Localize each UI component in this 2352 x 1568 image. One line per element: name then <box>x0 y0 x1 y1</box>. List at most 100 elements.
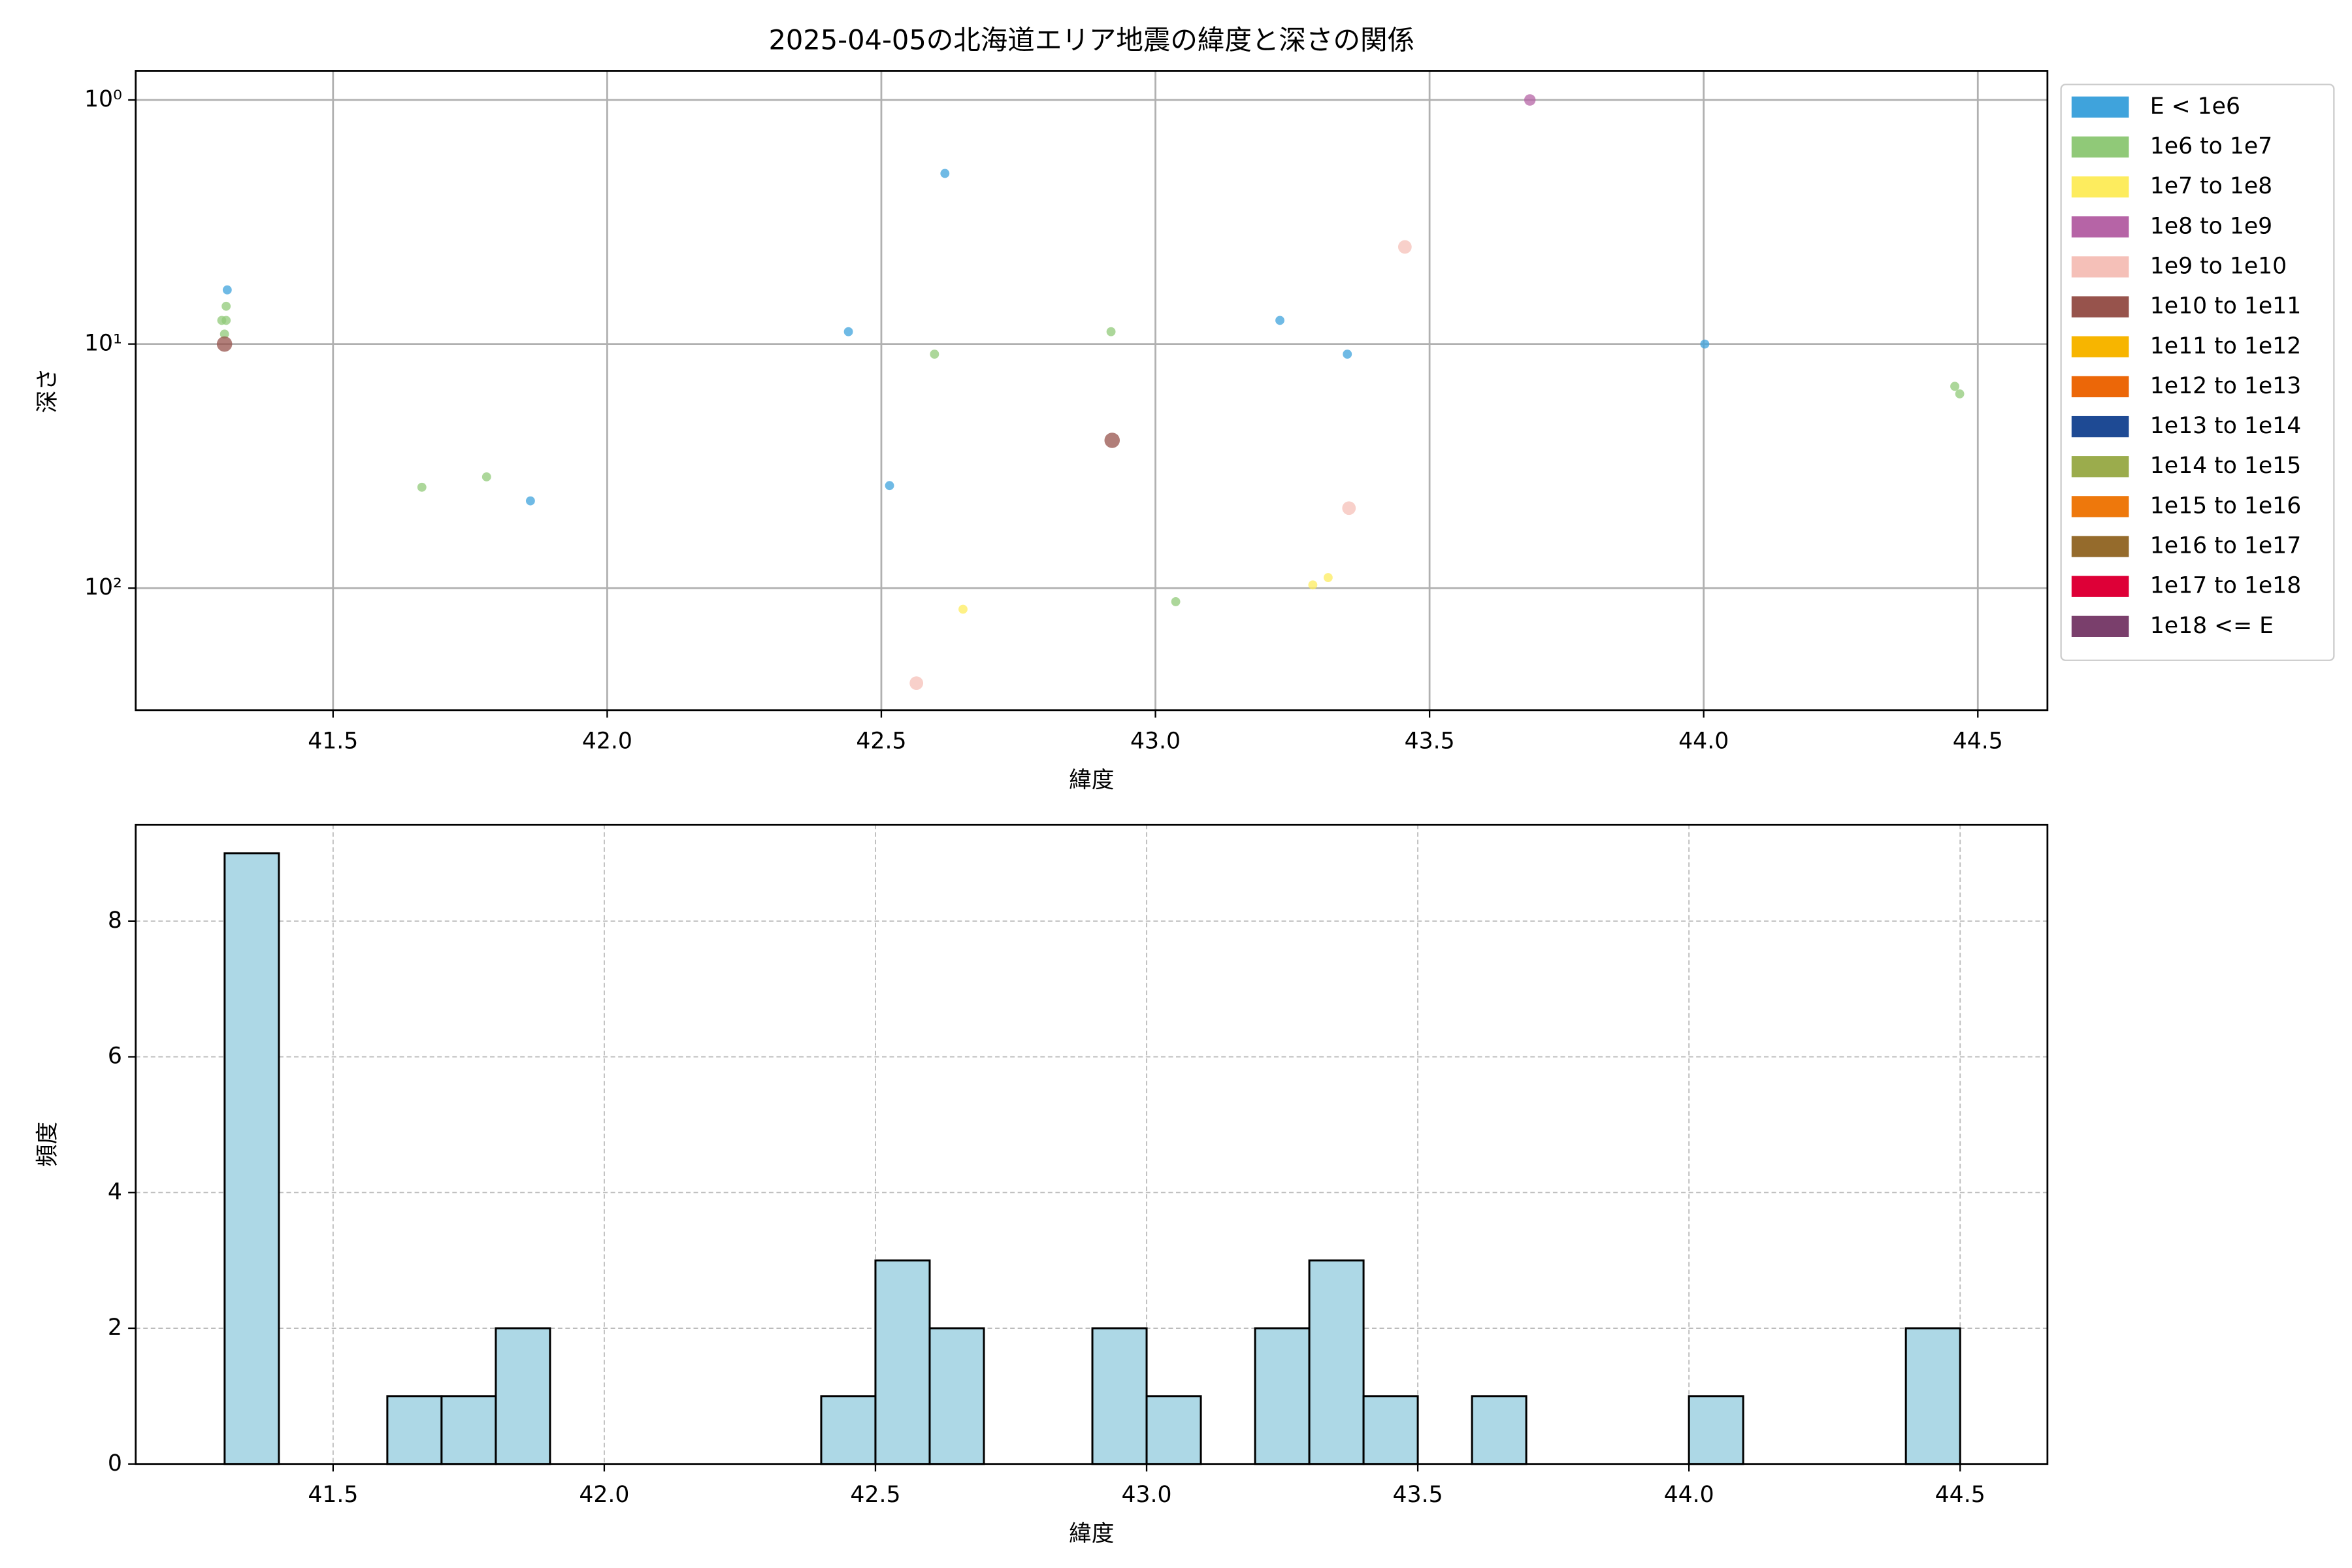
legend-swatch <box>2071 136 2129 158</box>
legend-swatch <box>2071 615 2129 637</box>
x-tick-label: 43.5 <box>1405 728 1455 754</box>
legend-label: 1e13 to 1e14 <box>2150 413 2301 439</box>
legend-box <box>2060 84 2335 661</box>
bar <box>1308 1259 1365 1465</box>
legend-label: 1e16 to 1e17 <box>2150 533 2301 559</box>
point <box>885 481 894 491</box>
legend-swatch <box>2071 296 2129 318</box>
y-tick-label: 10² <box>84 574 122 600</box>
chart-title: 2025-04-05の北海道エリア地震の緯度と深さの関係 <box>768 24 1414 56</box>
bar <box>1145 1395 1202 1465</box>
legend-label: 1e15 to 1e16 <box>2150 493 2301 519</box>
point <box>1308 580 1318 590</box>
legend-label: 1e18 <= E <box>2150 613 2274 639</box>
point <box>958 604 968 614</box>
x-tick-label: 44.0 <box>1678 728 1729 754</box>
x-tick-label: 44.5 <box>1953 728 2003 754</box>
point <box>221 316 231 325</box>
point <box>1700 339 1710 349</box>
bar <box>874 1259 931 1465</box>
bar <box>1091 1327 1148 1465</box>
point <box>1171 596 1181 606</box>
y-tick-label: 8 <box>108 907 122 934</box>
x-axis-label: 緯度 <box>1069 1521 1114 1547</box>
bar <box>1254 1327 1311 1465</box>
point <box>909 676 924 691</box>
x-tick-label: 43.5 <box>1393 1482 1443 1508</box>
point <box>216 336 233 352</box>
legend-swatch <box>2071 376 2129 398</box>
plot-frame <box>135 70 2049 711</box>
x-tick-label: 42.0 <box>582 728 632 754</box>
x-tick-label: 42.5 <box>850 1482 900 1508</box>
point <box>1524 94 1536 106</box>
y-axis-label: 頻度 <box>35 1122 61 1167</box>
bar <box>223 852 280 1465</box>
legend-label: 1e6 to 1e7 <box>2150 133 2272 159</box>
point <box>1106 327 1116 336</box>
bar <box>1904 1327 1961 1465</box>
point <box>221 301 231 311</box>
point <box>1343 350 1352 359</box>
legend-label: 1e12 to 1e13 <box>2150 373 2301 399</box>
y-tick-label: 2 <box>108 1315 122 1341</box>
point <box>1342 501 1356 515</box>
x-tick-label: 41.5 <box>308 728 358 754</box>
legend-label: 1e9 to 1e10 <box>2150 253 2287 279</box>
bar <box>1688 1395 1744 1465</box>
bar <box>440 1395 497 1465</box>
legend-label: E < 1e6 <box>2150 93 2240 120</box>
y-tick-label: 0 <box>108 1450 122 1477</box>
x-tick-label: 41.5 <box>308 1482 358 1508</box>
y-axis-label: 深さ <box>35 368 61 413</box>
legend-label: 1e17 to 1e18 <box>2150 573 2301 599</box>
point <box>930 350 939 359</box>
legend-label: 1e11 to 1e12 <box>2150 333 2301 359</box>
point <box>1397 240 1412 254</box>
legend-label: 1e7 to 1e8 <box>2150 173 2272 199</box>
legend-swatch <box>2071 96 2129 118</box>
x-tick-label: 43.0 <box>1130 728 1181 754</box>
legend-swatch <box>2071 216 2129 238</box>
x-tick-label: 42.0 <box>579 1482 629 1508</box>
legend-swatch <box>2071 176 2129 198</box>
point <box>843 327 853 336</box>
point <box>417 482 427 492</box>
point <box>1950 382 1959 391</box>
legend-swatch <box>2071 256 2129 278</box>
y-tick-label: 10¹ <box>84 331 122 357</box>
point <box>222 285 232 295</box>
point <box>482 472 491 482</box>
legend-swatch <box>2071 576 2129 597</box>
point <box>525 496 535 506</box>
bar <box>386 1395 443 1465</box>
legend-swatch <box>2071 416 2129 438</box>
y-tick-label: 6 <box>108 1043 122 1070</box>
bar <box>1362 1395 1419 1465</box>
point <box>1955 389 1965 399</box>
y-tick-label: 4 <box>108 1179 122 1205</box>
point <box>1275 316 1284 325</box>
plot-frame <box>135 823 2049 1465</box>
point <box>1323 573 1333 582</box>
point <box>1104 433 1120 448</box>
point <box>940 169 950 178</box>
x-tick-label: 42.5 <box>856 728 906 754</box>
legend-swatch <box>2071 496 2129 517</box>
legend-swatch <box>2071 536 2129 557</box>
x-tick-label: 44.0 <box>1664 1482 1714 1508</box>
bar <box>820 1395 877 1465</box>
legend-label: 1e10 to 1e11 <box>2150 293 2301 319</box>
x-tick-label: 43.0 <box>1121 1482 1171 1508</box>
legend-label: 1e14 to 1e15 <box>2150 453 2301 479</box>
x-axis-label: 緯度 <box>1069 767 1114 793</box>
legend-label: 1e8 to 1e9 <box>2150 213 2272 239</box>
bar <box>1471 1395 1527 1465</box>
legend-swatch <box>2071 336 2129 357</box>
bar <box>928 1327 985 1465</box>
x-tick-label: 44.5 <box>1935 1482 1985 1508</box>
point <box>220 329 229 339</box>
